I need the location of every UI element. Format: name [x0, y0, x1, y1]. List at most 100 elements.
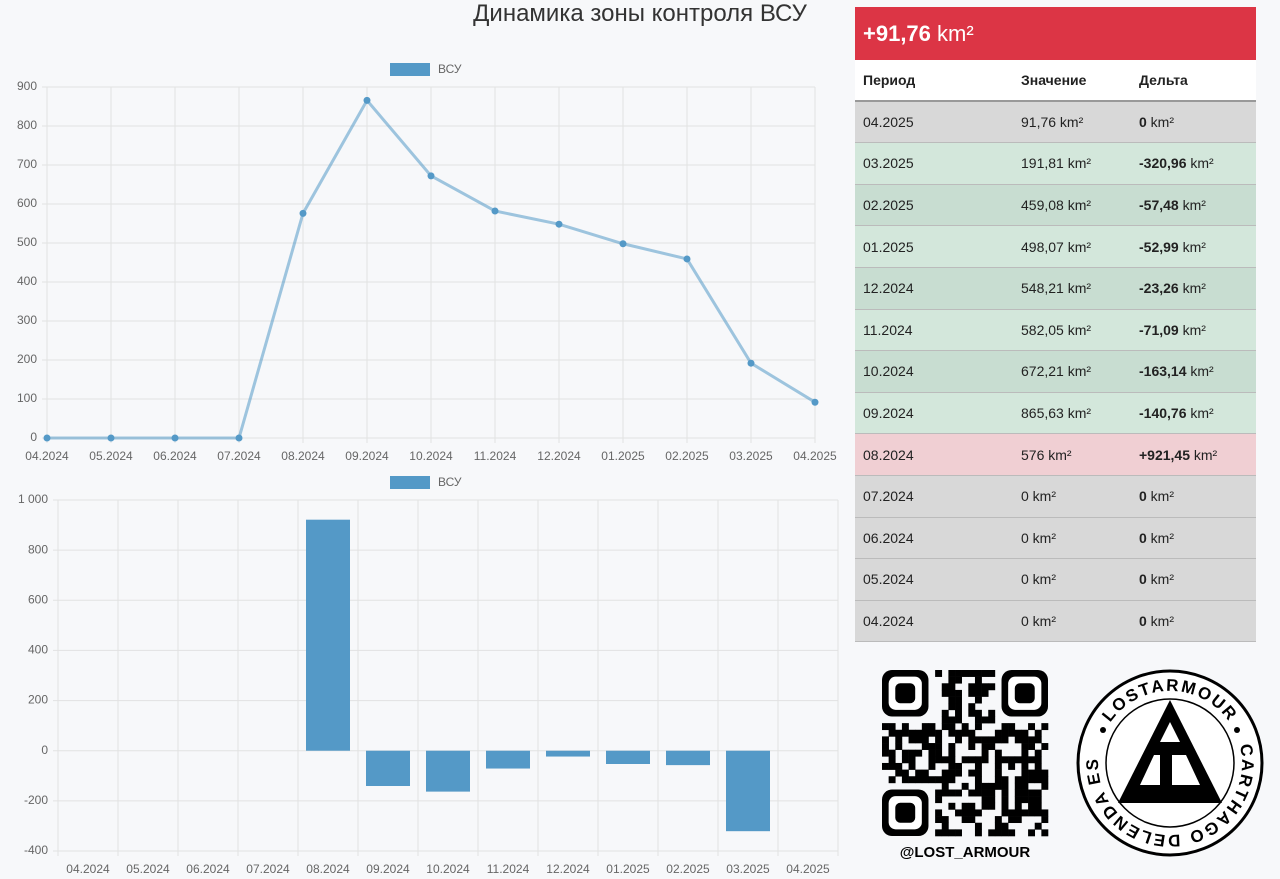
- table-cell: 191,81 km²: [1021, 155, 1092, 172]
- qr-module: [974, 776, 982, 784]
- qr-module: [974, 670, 982, 677]
- y-tick-label: 300: [17, 313, 37, 327]
- x-tick-label: 01.2025: [606, 862, 650, 876]
- qr-module: [1041, 816, 1049, 824]
- qr-module: [1041, 809, 1049, 817]
- qr-module: [895, 762, 903, 770]
- qr-module: [1021, 729, 1029, 737]
- qr-module: [935, 736, 943, 744]
- qr-module: [948, 802, 956, 810]
- x-tick-label: 07.2024: [217, 449, 261, 463]
- qr-module: [882, 736, 889, 744]
- qr-module: [1028, 756, 1036, 764]
- qr-module: [974, 822, 982, 830]
- qr-module: [1014, 789, 1022, 797]
- y-tick-label: 900: [17, 79, 37, 93]
- qr-module: [1014, 756, 1022, 764]
- qr-module: [994, 756, 1002, 764]
- x-tick-label: 04.2024: [66, 862, 110, 876]
- qr-module: [1014, 816, 1022, 824]
- point: [683, 255, 691, 263]
- qr-module: [968, 789, 976, 797]
- x-tick-label: 04.2025: [786, 862, 830, 876]
- qr-module: [968, 756, 976, 764]
- table-cell: 12.2024: [863, 280, 914, 297]
- qr-module: [908, 762, 916, 770]
- point: [363, 96, 371, 104]
- table-cell: 0 km²: [1139, 613, 1175, 630]
- qr-module: [1008, 756, 1016, 764]
- y-tick-label: -200: [24, 793, 48, 807]
- table-cell: 498,07 km²: [1021, 238, 1092, 255]
- qr-module: [915, 729, 923, 737]
- qr-module: [974, 829, 982, 837]
- table-cell: 0 km²: [1021, 488, 1056, 505]
- qr-module: [948, 683, 956, 691]
- qr-module: [1001, 723, 1009, 731]
- qr-module: [974, 683, 982, 691]
- x-tick-label: 01.2025: [601, 449, 645, 463]
- qr-module: [935, 756, 943, 764]
- qr-module: [928, 776, 936, 784]
- qr-module: [1034, 776, 1042, 784]
- logo-cut: [1172, 755, 1200, 785]
- table-row: 07.2024 0 km² 0 km²: [855, 475, 1256, 518]
- qr-module: [948, 703, 956, 711]
- summary: +91,76 km²: [855, 7, 1256, 60]
- qr-module: [1041, 769, 1049, 777]
- qr-module: [988, 743, 996, 750]
- table-row: 02.2025 459,08 km² -57,48 km²: [855, 184, 1256, 227]
- qr-module: [908, 749, 916, 757]
- qr-module: [941, 829, 949, 837]
- qr-module: [1001, 776, 1009, 784]
- qr-module: [948, 676, 956, 684]
- qr-module: [961, 782, 969, 790]
- table-cell: 06.2024: [863, 529, 914, 546]
- qr-module: [988, 670, 996, 677]
- qr-module: [961, 723, 969, 731]
- qr-module: [974, 716, 982, 724]
- qr-module: [928, 756, 936, 764]
- qr-module: [981, 716, 989, 724]
- qr-finder: [895, 802, 916, 823]
- qr-module: [935, 809, 943, 817]
- x-tick-label: 08.2024: [306, 862, 350, 876]
- y-tick-label: 700: [17, 157, 37, 171]
- qr-module: [948, 743, 956, 750]
- charts: 0 100 200 300 400 500 600 700 800 900 04.2024 05.20…: [17, 62, 839, 876]
- qr-module: [974, 736, 982, 744]
- qr-module: [1034, 756, 1042, 764]
- qr-module: [968, 670, 976, 677]
- qr-module: [974, 689, 982, 697]
- qr-module: [921, 743, 929, 750]
- x-tick-label: 12.2024: [546, 862, 590, 876]
- qr-module: [968, 816, 976, 824]
- point: [491, 207, 499, 215]
- qr-module: [921, 729, 929, 737]
- legend-swatch: [390, 476, 430, 489]
- y-tick-label: 200: [17, 352, 37, 366]
- qr-module: [1014, 782, 1022, 790]
- qr-module: [948, 670, 956, 677]
- bar: [666, 750, 710, 766]
- qr-module: [1001, 802, 1009, 810]
- qr-module: [974, 789, 982, 797]
- qr-module: [921, 769, 929, 777]
- qr-module: [974, 769, 982, 777]
- qr-module: [888, 749, 896, 757]
- qr-module: [1021, 769, 1029, 777]
- qr-module: [974, 709, 982, 717]
- qr-module: [935, 829, 943, 837]
- qr-module: [948, 689, 956, 697]
- qr-module: [935, 789, 943, 797]
- table-cell: 01.2025: [863, 238, 914, 255]
- qr-module: [955, 736, 962, 744]
- table-cell: 08.2024: [863, 446, 914, 463]
- qr-module: [981, 782, 989, 790]
- qr-module: [1034, 762, 1042, 770]
- qr-module: [1028, 829, 1036, 837]
- qr-module: [1034, 769, 1042, 777]
- qr-module: [915, 736, 923, 744]
- qr-module: [941, 709, 949, 717]
- x-tick-label: 10.2024: [409, 449, 453, 463]
